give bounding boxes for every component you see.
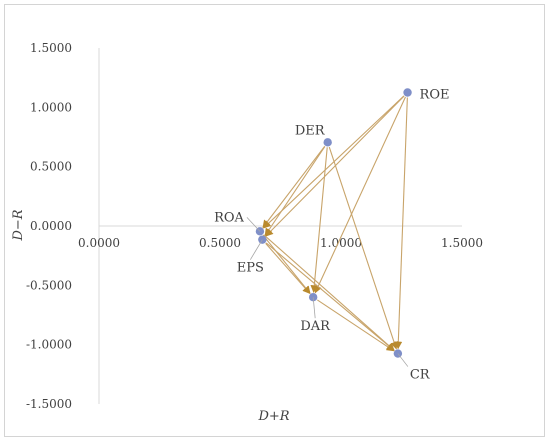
arrow-eps-to-dar — [265, 243, 311, 295]
point-label-roa: ROA — [214, 210, 244, 225]
leader-line-cr — [397, 353, 409, 367]
arrow-roe-to-dar — [314, 96, 406, 294]
point-der — [323, 138, 332, 147]
point-label-eps: EPS — [237, 261, 264, 276]
arrow-roa-to-cr — [263, 234, 395, 351]
y-tick-label: 0.0000 — [30, 219, 72, 233]
x-tick-label: 1.5000 — [441, 236, 483, 250]
arrow-roe-to-eps — [265, 95, 405, 237]
leader-line-eps — [250, 239, 263, 260]
x-tick-label: 1.0000 — [320, 236, 362, 250]
point-dar — [308, 293, 318, 302]
point-label-dar: DAR — [300, 319, 331, 334]
axes: 1.5000 1.0000 0.5000 0.0000 -0.5000 -1.0000 -1… — [26, 41, 483, 411]
chart-frame — [4, 4, 545, 437]
point-cr — [393, 349, 403, 358]
x-axis-title: D+R — [257, 409, 289, 424]
arrow-der-to-cr — [328, 146, 398, 350]
y-axis-title: D−R — [11, 209, 26, 241]
y-tick-label: -0.5000 — [26, 278, 72, 292]
arrow-roa-to-dar — [262, 234, 311, 294]
arrows-layer — [262, 95, 408, 352]
leader-line-dar — [312, 297, 316, 319]
point-roe — [403, 88, 412, 97]
arrow-eps-to-cr — [265, 242, 395, 351]
arrow-der-to-roa — [262, 145, 326, 228]
labels-layer: ROE DER ROA EPS DAR CR — [214, 88, 449, 383]
y-tick-label: 0.5000 — [30, 160, 72, 174]
arrow-der-to-eps — [264, 146, 326, 237]
point-label-der: DER — [295, 123, 326, 138]
x-tick-label: 0.0000 — [78, 236, 120, 250]
x-tick-label: 0.5000 — [199, 236, 241, 250]
arrow-der-to-dar — [310, 147, 328, 293]
arrow-dar-to-cr — [317, 299, 395, 352]
leader-line-roa — [246, 217, 261, 232]
y-tick-label: 1.5000 — [30, 41, 72, 55]
point-label-cr: CR — [410, 368, 431, 383]
point-label-roe: ROE — [420, 88, 450, 103]
arrow-roe-to-cr — [394, 97, 408, 350]
y-tick-label: -1.5000 — [26, 397, 72, 411]
y-tick-label: 1.0000 — [30, 100, 72, 114]
y-tick-label: -1.0000 — [26, 338, 72, 352]
